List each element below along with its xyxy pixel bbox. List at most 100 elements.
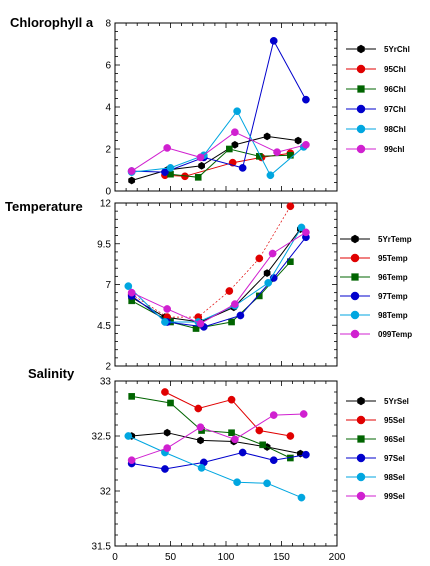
data-point <box>228 318 235 326</box>
data-point <box>287 151 294 159</box>
data-point <box>166 164 175 172</box>
data-point <box>238 164 247 172</box>
legend-entry: 5YrTemp <box>340 234 412 244</box>
plot-frame <box>114 22 338 192</box>
legend-label: 5YrChl <box>384 45 410 54</box>
legend-marker <box>357 85 365 93</box>
series-line <box>131 413 304 461</box>
legend-label: 96Temp <box>378 273 408 282</box>
legend-marker <box>356 104 366 114</box>
series-line <box>131 231 307 325</box>
y-tick-label: 33 <box>100 377 112 388</box>
legend-marker <box>357 44 365 54</box>
chart-panel-2: Temperature 2 4.5 7 9.5 12 5YrTemp 95Temp 96Temp… <box>5 199 412 373</box>
series-96Chl <box>167 145 294 181</box>
data-point <box>227 395 236 404</box>
data-point <box>302 95 310 104</box>
data-point <box>127 167 136 175</box>
legend-label: 97Sel <box>384 454 405 463</box>
legend-entry: 099Temp <box>340 329 412 339</box>
data-point <box>294 136 302 145</box>
legend-entry: 97Temp <box>340 291 408 301</box>
legend-entry: 5YrChl <box>346 44 410 54</box>
y-tick-label: 4 <box>105 103 111 114</box>
legend-entry: 95Chl <box>346 64 406 74</box>
data-point <box>231 300 239 308</box>
legend-label: 98Chl <box>384 125 406 134</box>
y-tick-label: 4.5 <box>97 321 111 332</box>
legend-label: 95Temp <box>378 254 408 263</box>
x-tick-label: 0 <box>112 552 118 563</box>
legend-entry: 99Sel <box>346 491 405 501</box>
data-point <box>194 174 202 181</box>
data-point <box>231 435 239 444</box>
series-96Temp <box>128 258 294 332</box>
data-point <box>297 493 306 502</box>
data-point <box>163 428 171 437</box>
series-line <box>131 451 306 470</box>
data-point <box>302 228 310 237</box>
series-95Sel <box>161 388 295 440</box>
data-point <box>198 161 205 170</box>
series-line <box>131 110 305 177</box>
y-tick-label: 2 <box>105 145 111 156</box>
data-point <box>194 404 203 413</box>
legend-entry: 98Temp <box>340 310 408 320</box>
data-point <box>196 319 205 328</box>
data-point <box>231 140 239 149</box>
data-point <box>273 148 281 156</box>
data-point <box>263 132 271 141</box>
series-line <box>127 227 302 323</box>
series-line <box>131 432 301 455</box>
series-96Sel <box>128 393 294 462</box>
data-point <box>163 144 172 152</box>
data-point <box>269 411 278 419</box>
legend-marker <box>356 144 366 154</box>
y-tick-label: 0 <box>105 187 111 198</box>
data-point <box>127 288 136 297</box>
data-point <box>163 305 172 313</box>
data-point <box>287 258 294 265</box>
y-tick-label: 12 <box>100 199 112 210</box>
plot-frame <box>114 380 338 547</box>
data-point <box>286 432 295 440</box>
legend-entry: 98Chl <box>346 124 406 134</box>
chart-panel-3: Salinity 0 50 100 150 200 31.5 32 32.5 33 5YrSel 95… <box>28 366 409 563</box>
legend-label: 98Sel <box>384 473 405 482</box>
legend-label: 98Temp <box>378 311 408 320</box>
data-point <box>197 464 206 472</box>
legend-label: 99Sel <box>384 492 405 501</box>
x-tick-label: 100 <box>218 552 235 563</box>
legend-label: 5YrTemp <box>378 235 412 244</box>
legend-entry: 97Chl <box>346 104 406 114</box>
legend-marker <box>357 435 365 443</box>
data-point <box>161 465 169 473</box>
data-point <box>128 176 136 185</box>
data-point <box>225 287 234 295</box>
legend-label: 96Chl <box>384 85 406 94</box>
data-point <box>255 292 263 300</box>
data-point <box>264 279 273 287</box>
x-tick-label: 200 <box>329 552 346 563</box>
data-point <box>259 441 266 449</box>
data-point <box>269 37 278 45</box>
data-point <box>196 153 205 162</box>
data-point <box>255 426 264 435</box>
y-tick-label: 31.5 <box>92 542 112 553</box>
chart-title: Salinity <box>28 366 75 381</box>
series-line <box>128 435 302 499</box>
legend-marker <box>356 415 366 425</box>
data-point <box>255 254 264 263</box>
data-point <box>167 399 174 407</box>
legend-marker <box>350 253 360 263</box>
legend-marker <box>356 491 366 501</box>
data-point <box>266 171 275 180</box>
y-tick-label: 6 <box>105 61 111 72</box>
series-line <box>131 131 307 172</box>
series-line <box>131 395 291 459</box>
data-point <box>233 478 241 487</box>
legend-entry: 5YrSel <box>346 396 409 406</box>
chart-title: Temperature <box>5 199 83 214</box>
legend-marker <box>350 329 360 339</box>
legend-marker <box>356 64 366 74</box>
